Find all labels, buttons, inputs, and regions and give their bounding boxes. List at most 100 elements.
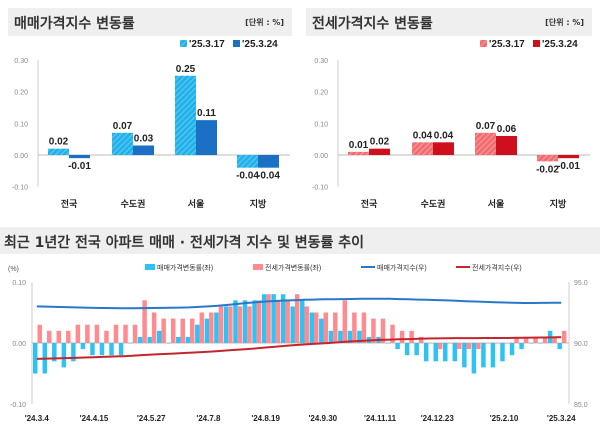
legend-swatch [253, 264, 263, 270]
jeonse-change-bar [180, 318, 185, 343]
bar [475, 132, 496, 155]
legend-label: 전세가격변동률(좌) [265, 263, 321, 272]
legend-swatch [233, 40, 240, 47]
sale-change-bar [118, 343, 124, 356]
legend-label: '25.3.17 [489, 39, 525, 50]
sale-change-bar [357, 330, 362, 343]
jeonse-change-bar [476, 343, 481, 350]
sale-change-bar [290, 306, 295, 343]
jeonse-chart-header: 전세가격지수 변동률 [단위 : %] [306, 8, 592, 36]
y-tick-label: 0.20 [314, 90, 328, 97]
sale-change-bar [252, 300, 257, 343]
sale-change-bar [156, 330, 162, 343]
sale-change-bar [147, 336, 152, 343]
sale-change-bar [443, 343, 448, 362]
sale-change-bar [404, 343, 410, 356]
data-label: -0.01 [68, 161, 91, 172]
jeonse-change-bar [514, 336, 519, 343]
jeonse-change-bar [485, 343, 491, 344]
jeonse-change-bar [371, 318, 376, 343]
jeonse-change-bar [161, 318, 166, 343]
bar [348, 151, 369, 155]
jeonse-change-bar [66, 330, 71, 343]
jeonse-change-bar [333, 312, 338, 343]
jeonse-index-line [36, 336, 562, 360]
sale-change-bar [242, 300, 248, 343]
legend-swatch [533, 40, 540, 47]
jeonse-change-bar [552, 336, 557, 343]
jeonse-chart-title: 전세가격지수 변동률 [312, 16, 433, 32]
category-label: 전국 [361, 198, 378, 209]
sale-change-bar [519, 343, 524, 350]
jeonse-change-bar [256, 300, 262, 343]
sale-change-bar [481, 343, 486, 368]
jeonse-change-bar [37, 324, 42, 343]
jeonse-change-bar [247, 306, 252, 343]
jeonse-change-bar [447, 343, 452, 344]
data-label: -0.02 [536, 164, 559, 175]
legend-label: '25.3.17 [189, 39, 225, 50]
y-tick-label: 0.00 [314, 153, 328, 160]
jeonse-change-bar [304, 306, 309, 343]
sale-change-bar [233, 300, 238, 343]
y-tick-label: -0.10 [312, 185, 328, 192]
trend-chart-title: 최근 1년간 전국 아파트 매매 · 전세가격 지수 및 변동률 추이 [4, 235, 365, 251]
x-tick-label: '24.5.27 [137, 414, 166, 423]
jeonse-change-bar [47, 330, 52, 343]
sale-change-bar [109, 343, 114, 356]
jeonse-change-bar [418, 336, 424, 343]
x-tick-label: '25.3.24 [547, 414, 576, 423]
sale-change-bar [557, 343, 562, 350]
category-label: 수도권 [421, 198, 446, 209]
data-label: 0.06 [497, 124, 517, 135]
legend-label: 전세가격지수(우) [472, 263, 522, 272]
jeonse-change-bar [190, 318, 195, 343]
sale-chart-unit: [단위 : %] [245, 18, 284, 27]
bar [369, 148, 390, 155]
sale-chart-header: 매매가격지수 변동률 [단위 : %] [8, 8, 292, 36]
legend-swatch [145, 264, 155, 270]
category-label: 지방 [550, 198, 567, 209]
x-tick-label: '24.8.19 [251, 414, 280, 423]
y-tick-label: 0.00 [12, 341, 26, 348]
sale-change-bar [185, 336, 191, 343]
trend-chart-header: 최근 1년간 전국 아파트 매매 · 전세가격 지수 및 변동률 추이 [0, 227, 600, 254]
jeonse-change-bar [285, 300, 290, 343]
sale-change-bar [52, 343, 57, 362]
sale-change-bar [300, 300, 305, 343]
data-label: 0.02 [370, 137, 390, 148]
bar [175, 75, 196, 155]
x-tick-label: '25.2.10 [490, 414, 519, 423]
sale-change-bar [471, 343, 477, 374]
jeonse-change-bar [275, 300, 281, 343]
jeonse-change-bar [380, 318, 386, 343]
legend-swatch [480, 40, 487, 47]
y-tick-label: 0.30 [14, 58, 28, 65]
y2-tick-label: 95.0 [574, 280, 588, 287]
bar [496, 135, 517, 155]
sale-change-bar [347, 330, 353, 343]
jeonse-chart-unit: [단위 : %] [545, 18, 584, 27]
jeonse-change-bar [218, 306, 224, 343]
data-label: 0.04 [413, 130, 433, 141]
sale-change-bar [128, 343, 133, 344]
y-tick-label: -0.10 [10, 402, 26, 409]
jeonse-change-bar [466, 343, 472, 350]
sale-change-bar [452, 343, 458, 362]
jeonse-change-bar [104, 330, 109, 343]
bar [237, 155, 258, 168]
sale-change-bar [319, 318, 324, 343]
bar [558, 155, 579, 159]
data-label: 0.01 [349, 140, 369, 151]
bar [412, 142, 433, 155]
jeonse-change-bar [542, 336, 548, 343]
jeonse-change-bar [428, 343, 433, 344]
sale-change-bar [71, 343, 76, 362]
jeonse-change-bar [504, 343, 510, 344]
jeonse-change-bar [399, 330, 405, 343]
bar [48, 148, 69, 155]
y-axis-label: (%) [8, 266, 19, 273]
y-tick-label: 0.20 [14, 90, 28, 97]
sale-change-bar [395, 343, 400, 350]
